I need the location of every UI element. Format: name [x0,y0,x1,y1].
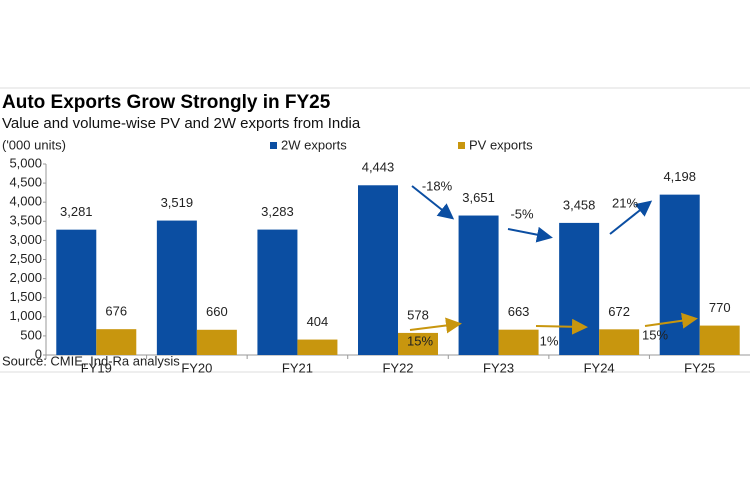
value-label: 676 [105,304,127,319]
x-tick-label: FY21 [282,360,313,375]
value-label: 4,443 [362,160,395,175]
value-label: 3,458 [563,197,596,212]
value-label: 4,198 [663,169,696,184]
value-label: 3,281 [60,204,93,219]
y-tick-label: 500 [20,327,42,342]
annotation: 15% [407,333,433,348]
annotation: 21% [612,195,638,210]
y-axis-label: ('000 units) [2,137,66,152]
y-tick-label: 4,500 [9,175,42,190]
y-tick-label: 2,000 [9,270,42,285]
y-tick-label: 3,500 [9,213,42,228]
x-tick-label: FY24 [584,360,615,375]
value-label: 3,283 [261,204,294,219]
annotation: 15% [642,327,668,342]
x-tick-label: FY23 [483,360,514,375]
x-tick-label: FY22 [382,360,413,375]
value-label: 660 [206,304,228,319]
annotation: -5% [510,206,534,221]
value-label: 3,519 [161,195,194,210]
annotation: -18% [422,178,453,193]
y-tick-label: 1,000 [9,308,42,323]
bar [458,215,499,355]
bar [599,329,640,355]
y-tick-label: 2,500 [9,251,42,266]
y-tick-label: 0 [35,346,42,361]
bar [398,332,438,355]
bar [559,222,600,355]
bar [699,325,740,355]
chart-title: Auto Exports Grow Strongly in FY25 [2,92,331,113]
annotation: 1% [540,333,559,348]
y-tick-label: 5,000 [9,155,42,170]
annotation-arrow [411,185,455,220]
value-label: 3,651 [462,190,495,205]
annotation-arrow [644,312,698,329]
annotation-arrow [609,200,653,235]
bar [196,329,237,355]
x-tick-label: FY20 [181,360,212,375]
y-tick-label: 4,000 [9,194,42,209]
value-label: 770 [709,300,731,315]
legend-label: PV exports [469,137,533,152]
value-label: 672 [608,304,630,319]
legend-label: 2W exports [281,137,347,152]
annotation-arrow [535,318,588,335]
bar [358,185,398,355]
y-tick-label: 3,000 [9,232,42,247]
x-tick-label: FY19 [81,360,112,375]
value-label: 578 [407,307,429,322]
bar [498,329,539,355]
bar [156,220,197,355]
bar [56,229,97,355]
annotation-arrow [409,317,462,334]
bar [297,339,338,355]
source: Source: CMIE, Ind-Ra analysis [2,353,180,368]
bar [257,229,298,355]
value-label: 663 [508,304,530,319]
legend-swatch [270,142,277,149]
legend-swatch [458,142,465,149]
chart-subtitle: Value and volume-wise PV and 2W exports … [2,115,361,132]
x-tick-label: FY25 [684,360,715,375]
y-tick-label: 1,500 [9,289,42,304]
annotation-arrow [507,226,553,243]
bar [96,329,137,355]
value-label: 404 [307,314,329,329]
